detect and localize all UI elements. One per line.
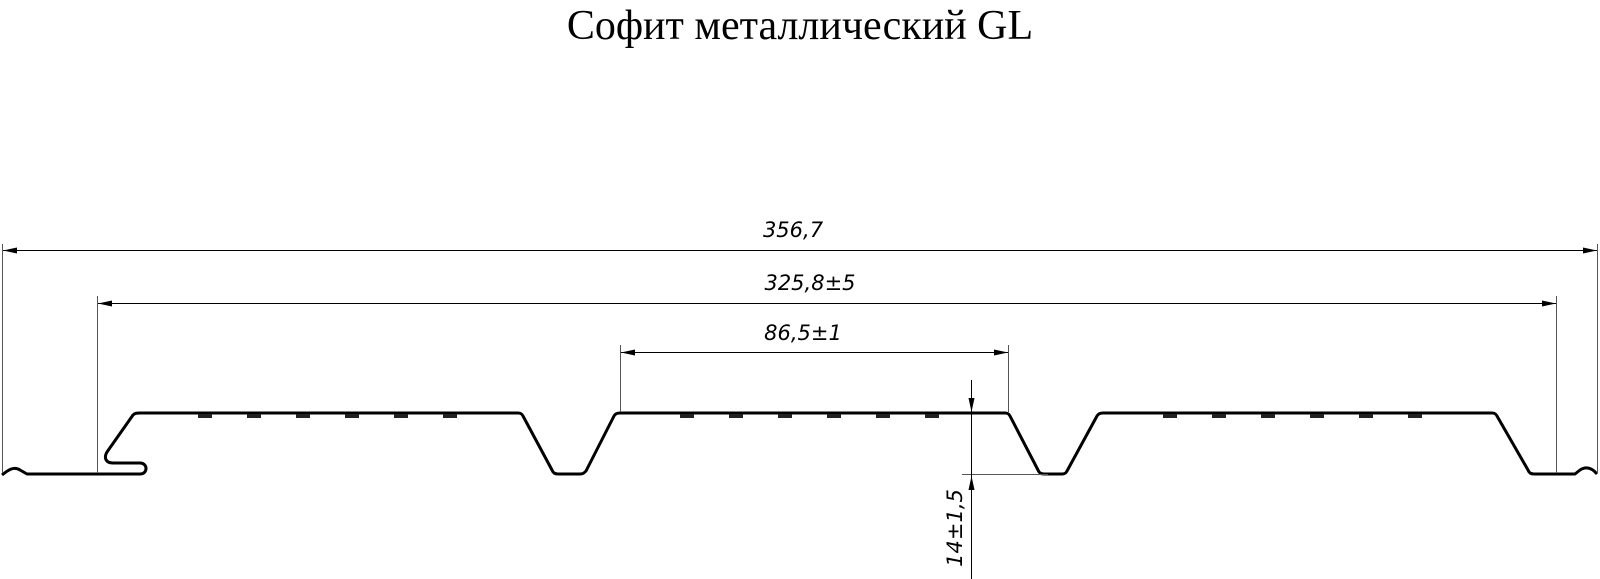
height-arrow-down: [968, 398, 975, 412]
dimension-label-height: 14±1,5: [943, 489, 967, 567]
height-arrow-up: [968, 476, 975, 490]
drawing-title: Софит металлический GL: [566, 3, 1034, 49]
profile-outline: [1, 411, 1599, 477]
dimension-label-pitch: 86,5±1: [764, 321, 842, 345]
extension-lines: [2, 244, 1598, 475]
dimension-label-overall: 356,7: [763, 218, 824, 242]
profile-pads: [198, 414, 1422, 418]
dimension-label-effective: 325,8±5: [764, 271, 855, 295]
